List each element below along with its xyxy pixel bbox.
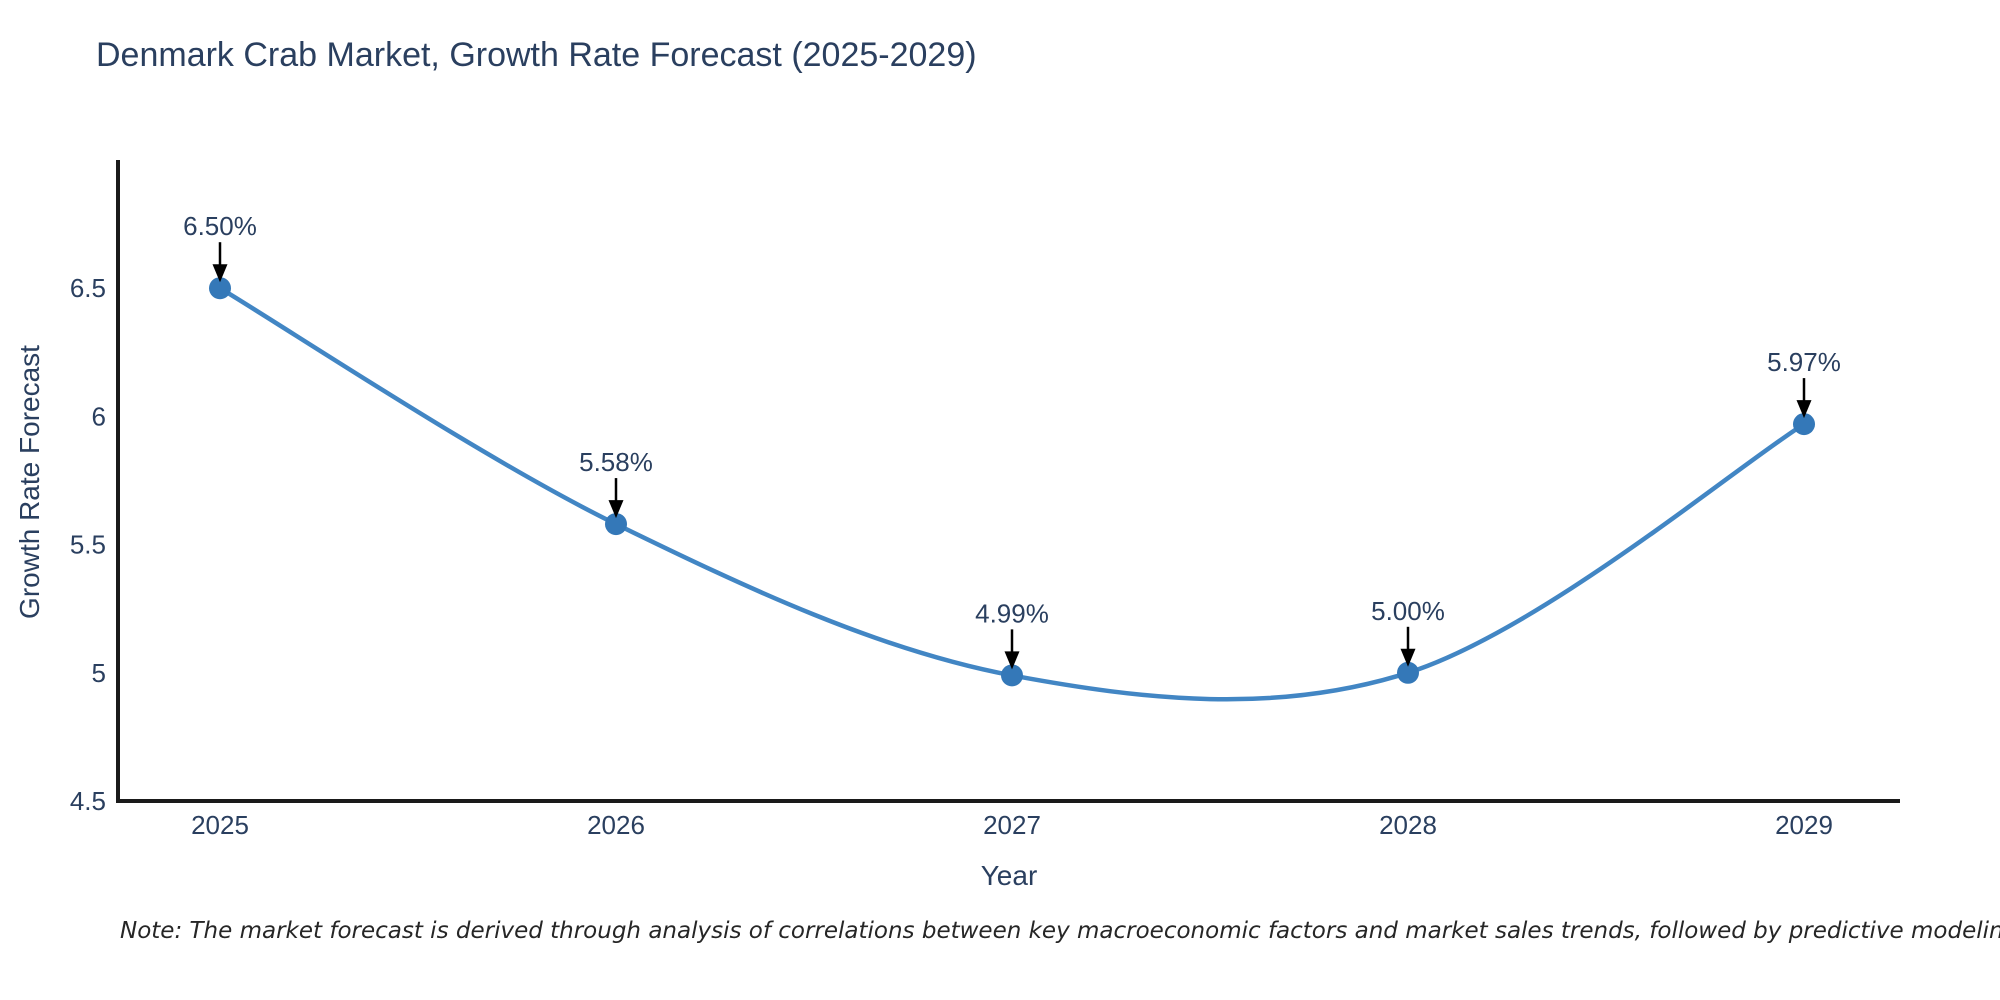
y-tick-label: 6 bbox=[92, 401, 106, 431]
point-annotation: 6.50% bbox=[183, 211, 257, 241]
x-tick-label: 2028 bbox=[1379, 810, 1437, 840]
data-point-marker bbox=[209, 277, 231, 300]
y-axis-title: Growth Rate Forecast bbox=[14, 345, 45, 619]
data-point-marker bbox=[605, 513, 627, 536]
point-annotation: 5.97% bbox=[1767, 347, 1841, 377]
data-point-marker bbox=[1001, 664, 1023, 687]
point-annotation: 4.99% bbox=[975, 598, 1049, 628]
annotation-arrow-layer bbox=[212, 242, 1812, 670]
annotation-arrowhead bbox=[1400, 648, 1416, 667]
chart-footnote: Note: The market forecast is derived thr… bbox=[120, 918, 2000, 944]
y-tick-label: 5 bbox=[92, 658, 106, 688]
x-tick-label: 2027 bbox=[983, 810, 1041, 840]
x-axis-title: Year bbox=[980, 860, 1038, 891]
y-tick-label: 6.5 bbox=[70, 273, 106, 303]
annotation-arrowhead bbox=[212, 264, 228, 283]
chart-title: Denmark Crab Market, Growth Rate Forecas… bbox=[96, 36, 977, 74]
annotation-arrowhead bbox=[1004, 651, 1020, 670]
annotation-arrowhead bbox=[608, 500, 624, 519]
point-annotation: 5.58% bbox=[579, 447, 653, 477]
annotation-arrowhead bbox=[1796, 400, 1812, 419]
data-point-marker bbox=[1793, 413, 1815, 436]
x-tick-label: 2025 bbox=[191, 810, 249, 840]
data-point-marker bbox=[1397, 661, 1419, 684]
x-tick-label: 2026 bbox=[587, 810, 645, 840]
data-point-layer bbox=[209, 277, 1815, 687]
y-tick-label: 4.5 bbox=[70, 786, 106, 816]
x-tick-label: 2029 bbox=[1775, 810, 1833, 840]
y-tick-label: 5.5 bbox=[70, 530, 106, 560]
point-annotation: 5.00% bbox=[1371, 596, 1445, 626]
